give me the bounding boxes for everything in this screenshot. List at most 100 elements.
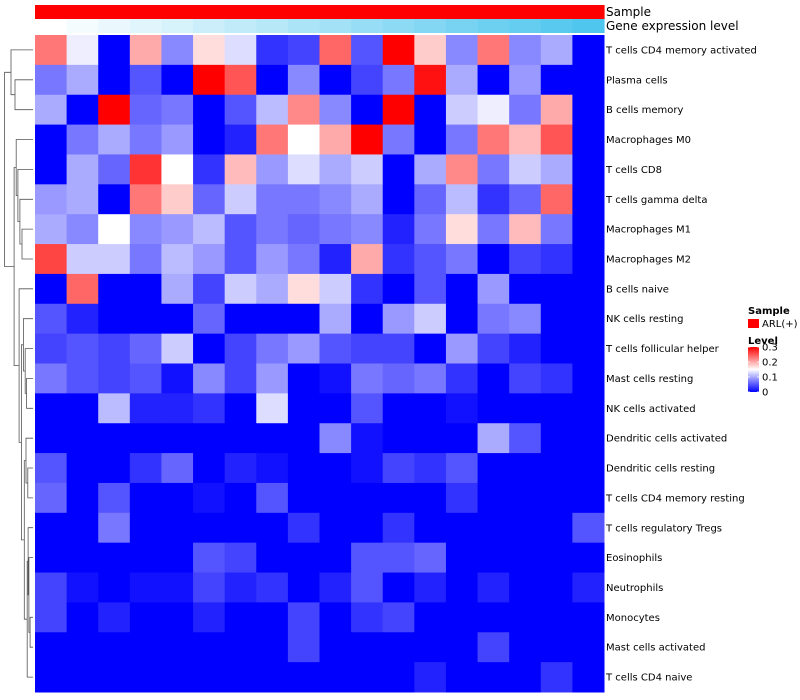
heatmap-cell [256, 482, 289, 514]
heatmap-cell [66, 94, 99, 126]
heatmap-cell [35, 482, 68, 514]
heatmap-cell [351, 602, 384, 633]
heatmap-cell [509, 94, 542, 126]
heatmap-cell [193, 154, 226, 185]
heatmap-cell [319, 453, 352, 484]
heatmap-cell [98, 423, 131, 454]
heatmap-cell [382, 184, 415, 215]
heatmap-cell [287, 363, 320, 394]
heatmap-cell [572, 453, 605, 484]
heatmap-cell [572, 542, 605, 574]
heatmap-cell [35, 363, 68, 394]
heatmap-cell [445, 482, 479, 514]
heatmap-cell [98, 184, 131, 215]
heatmap-cell [382, 64, 415, 96]
heatmap-cell [224, 303, 257, 335]
heatmap-cell [414, 363, 447, 394]
heatmap-cell [414, 124, 447, 155]
heatmap-cell [287, 423, 320, 454]
row-label: Macrophages M2 [606, 254, 691, 265]
legend-level-colorbar [748, 347, 759, 392]
annotation-cell-expression-3 [129, 19, 163, 33]
heatmap-cell [414, 94, 447, 126]
heatmap-cell [572, 154, 605, 185]
heatmap-cell [287, 512, 320, 544]
heatmap-cell [572, 423, 605, 454]
row-label: Neutrophils [606, 583, 663, 594]
heatmap-cell [224, 124, 257, 155]
heatmap-cell [414, 662, 447, 693]
heatmap-cell [129, 542, 162, 574]
heatmap-cell [66, 244, 99, 275]
heatmap-cell [287, 602, 320, 633]
annotation-cell-sample-1 [66, 5, 99, 19]
annotation-cell-sample-4 [161, 5, 194, 19]
annotation-cell-sample-13 [445, 5, 479, 19]
heatmap-cell [224, 94, 257, 126]
heatmap-cell [319, 214, 352, 245]
heatmap-cell [319, 602, 352, 633]
heatmap-cell [35, 244, 68, 275]
heatmap-cell [161, 94, 194, 126]
annotation-cell-sample-14 [477, 5, 510, 19]
heatmap-cell [35, 64, 68, 96]
heatmap-cell [129, 453, 162, 484]
heatmap-cell [161, 124, 194, 155]
heatmap-cell [540, 363, 573, 394]
heatmap-cell [351, 482, 384, 514]
heatmap-cell [129, 423, 162, 454]
heatmap-cell [319, 632, 352, 663]
heatmap-cell [256, 393, 289, 424]
heatmap-cell [382, 572, 415, 603]
heatmap-cell [98, 214, 131, 245]
dendrogram-branch [29, 616, 33, 648]
annotation-label-0: Sample [606, 5, 651, 19]
heatmap-cell [351, 303, 384, 335]
heatmap-cell [414, 64, 447, 96]
heatmap-cell [477, 363, 510, 394]
heatmap-cell [445, 363, 479, 394]
heatmap-cell [382, 542, 415, 574]
heatmap-cell [256, 154, 289, 185]
row-label: Mast cells activated [606, 643, 705, 654]
heatmap-cell [382, 94, 415, 126]
heatmap-cell [509, 64, 542, 96]
heatmap-cell [414, 35, 447, 66]
heatmap-cell [572, 244, 605, 275]
heatmap-cell [193, 572, 226, 603]
heatmap-cell [129, 482, 162, 514]
heatmap-cell [351, 632, 384, 663]
heatmap-cell [161, 35, 194, 66]
heatmap-cell [414, 154, 447, 185]
heatmap-cell [98, 632, 131, 663]
heatmap-cell [351, 542, 384, 574]
heatmap-cell [319, 393, 352, 424]
heatmap-cell [445, 453, 479, 484]
heatmap-cell [256, 602, 289, 633]
heatmap-cell [193, 35, 226, 66]
heatmap-cell [193, 363, 226, 394]
heatmap-cell [161, 453, 194, 484]
heatmap-cell [161, 273, 194, 305]
heatmap-cell [129, 273, 162, 305]
heatmap-cell [319, 273, 352, 305]
heatmap-cell [319, 154, 352, 185]
heatmap-cell [129, 244, 162, 275]
annotation-cell-sample-17 [572, 5, 605, 19]
row-label: Dendritic cells activated [606, 434, 727, 445]
heatmap-cell [509, 393, 542, 424]
heatmap-cell [477, 64, 510, 96]
annotation-cell-expression-6 [224, 19, 257, 33]
heatmap-cell [414, 602, 447, 633]
heatmap-cell [414, 632, 447, 663]
heatmap-cell [351, 453, 384, 484]
heatmap-cell [66, 303, 99, 335]
heatmap-cell [572, 572, 605, 603]
dendrogram-branch [13, 167, 20, 366]
heatmap-cell [66, 154, 99, 185]
row-label: T cells CD4 memory activated [605, 45, 757, 56]
heatmap-cell [477, 214, 510, 245]
heatmap-cell [193, 273, 226, 305]
heatmap-cell [351, 512, 384, 544]
heatmap-cell [161, 333, 194, 364]
